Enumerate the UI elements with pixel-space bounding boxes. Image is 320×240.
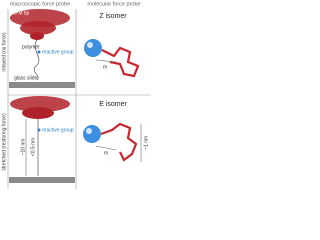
- label: AFM tip: [12, 10, 29, 16]
- sphere: [83, 125, 101, 143]
- header-left: macroscopic force probe: [10, 1, 70, 7]
- molecule: [101, 46, 140, 78]
- highlight: [86, 128, 92, 134]
- header-right: molecular force probe: [87, 1, 140, 7]
- label: <0.5 nm: [30, 138, 36, 156]
- label: ~10 nm: [20, 139, 26, 156]
- glass-slide: [9, 177, 75, 183]
- label: glass slide: [14, 75, 38, 81]
- afm-tip: [10, 9, 70, 40]
- isomer-title: E isomer: [99, 101, 127, 108]
- label: ~1 nm: [143, 136, 149, 150]
- figure: macroscopic force probe molecular force …: [1, 1, 151, 189]
- label: m: [103, 64, 107, 70]
- molecule: [100, 122, 138, 162]
- label: reactive group: [42, 49, 74, 55]
- arrow: [95, 145, 117, 151]
- label: m: [104, 150, 108, 156]
- reactive-dot: [37, 128, 41, 132]
- row-label: stretched (restoring force): [1, 113, 7, 171]
- highlight: [87, 42, 93, 48]
- row-label: relaxed (no force): [1, 32, 7, 72]
- label: reactive group: [42, 127, 74, 133]
- polymer: [33, 39, 40, 81]
- arrow: [95, 59, 117, 63]
- sphere: [84, 39, 102, 57]
- reactive-dot: [37, 50, 41, 54]
- isomer-title: Z isomer: [99, 13, 127, 20]
- label: polymer: [22, 44, 40, 50]
- afm-tip: [10, 96, 70, 119]
- glass-slide: [9, 82, 75, 88]
